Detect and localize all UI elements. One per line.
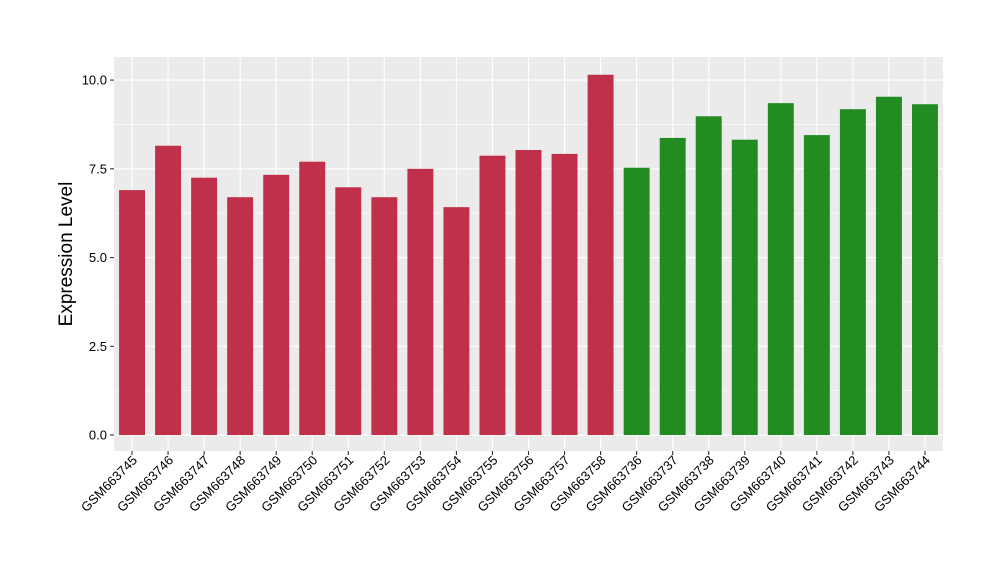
bar-GSM663737 [659, 137, 686, 436]
bar-GSM663752 [371, 197, 398, 436]
bar-GSM663755 [479, 155, 506, 436]
bar-GSM663751 [335, 187, 362, 436]
bar-GSM663739 [731, 139, 758, 436]
y-tick-label: 10.0 [82, 73, 107, 88]
y-tick-label: 0.0 [89, 428, 107, 443]
x-axis-ticks [131, 451, 926, 455]
bar-GSM663749 [263, 174, 290, 436]
bar-GSM663741 [803, 135, 830, 436]
y-tick-label: 5.0 [89, 250, 107, 265]
bar-GSM663747 [191, 177, 218, 436]
bar-GSM663743 [875, 96, 902, 436]
bar-GSM663750 [299, 161, 326, 436]
bar-GSM663744 [912, 104, 938, 436]
y-tick-label: 2.5 [89, 339, 107, 354]
bar-GSM663745 [119, 190, 145, 436]
bar-GSM663748 [227, 197, 254, 436]
y-tick-label: 7.5 [89, 161, 107, 176]
bar-GSM663754 [443, 207, 470, 436]
x-axis-tick-labels: GSM663745GSM663746GSM663747GSM663748GSM6… [78, 453, 933, 515]
bar-GSM663740 [767, 103, 794, 436]
bar-GSM663757 [551, 153, 578, 436]
bar-GSM663758 [587, 74, 614, 436]
bar-GSM663746 [155, 145, 182, 436]
y-axis-title: Expression Level [56, 182, 77, 327]
y-axis-tick-labels: 0.0 2.5 5.0 7.5 10.0 [82, 73, 107, 443]
bar-GSM663736 [623, 167, 650, 436]
bar-GSM663738 [695, 116, 722, 436]
bar-GSM663756 [515, 149, 542, 436]
bar-GSM663753 [407, 168, 434, 436]
bars [119, 74, 938, 436]
y-axis-ticks [110, 79, 114, 436]
bar-GSM663742 [839, 109, 866, 436]
